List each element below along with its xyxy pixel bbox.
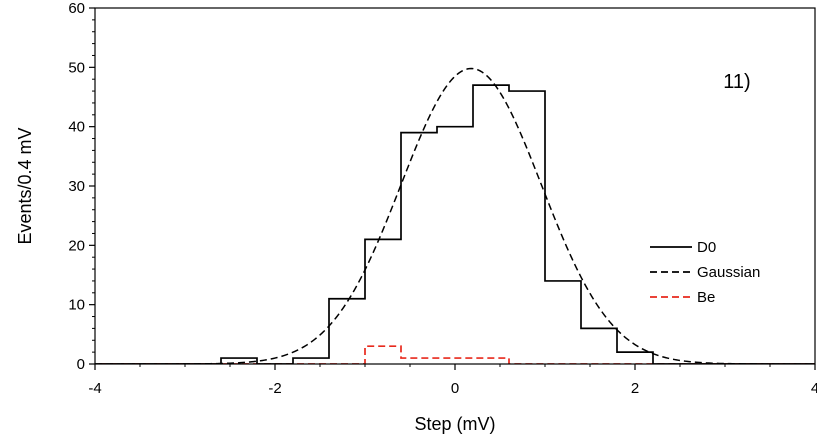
series-d0-line (95, 84, 815, 364)
y-tick-label: 10 (68, 297, 85, 314)
y-tick-label: 30 (68, 178, 85, 195)
series-layer (95, 67, 815, 364)
y-tick-label: 0 (77, 356, 85, 373)
y-tick-label: 20 (68, 237, 85, 254)
x-tick-label: 0 (451, 380, 459, 397)
legend-label-d0: D0 (697, 239, 716, 256)
x-tick-label: 4 (811, 380, 817, 397)
series-be-line (95, 345, 815, 364)
y-tick-label: 40 (68, 119, 85, 136)
y-tick-label: 60 (68, 0, 85, 17)
panel-annotation: 11) (723, 71, 750, 93)
legend-label-gaussian: Gaussian (697, 264, 760, 281)
x-tick-label: -2 (268, 380, 281, 397)
plot-frame (94, 7, 816, 365)
y-tick-label: 50 (68, 59, 85, 76)
legend: D0 Gaussian Be (650, 239, 760, 306)
series-gaussian-line (95, 67, 815, 364)
y-axis-title: Events/0.4 mV (15, 127, 35, 244)
x-axis-title: Step (mV) (414, 414, 495, 434)
x-tick-label: 2 (631, 380, 639, 397)
x-tick-label: -4 (88, 380, 101, 397)
legend-label-be: Be (697, 289, 715, 306)
